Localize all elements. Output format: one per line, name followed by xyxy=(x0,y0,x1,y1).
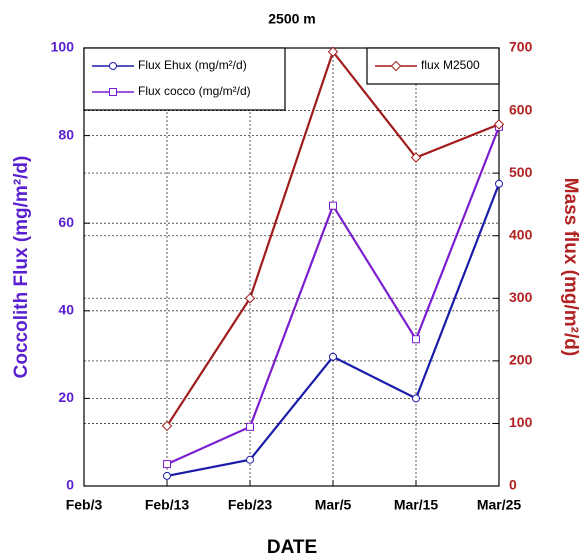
data-point xyxy=(493,119,505,130)
plot-frame xyxy=(83,47,500,487)
x-tick-label: Feb/13 xyxy=(145,497,190,513)
y2-tick-label: 700 xyxy=(509,39,533,55)
x-tick-label: Mar/5 xyxy=(315,497,352,513)
legend-label: flux M2500 xyxy=(421,58,480,72)
x-tick-label: Mar/25 xyxy=(477,497,522,513)
y-axis-label: Coccolith Flux (mg/m²/d) xyxy=(11,156,32,379)
x-tick-label: Feb/3 xyxy=(66,497,103,513)
y2-axis-label: Mass flux (mg/m²/d) xyxy=(560,178,581,356)
y2-tick-label: 600 xyxy=(509,101,533,117)
data-point xyxy=(246,422,254,431)
data-point xyxy=(163,460,171,469)
y2-tick-label: 200 xyxy=(509,352,533,368)
chart-title: 2500 m xyxy=(268,11,315,27)
legend-marker xyxy=(109,62,117,70)
legend-label: Flux cocco (mg/m²/d) xyxy=(138,84,251,98)
data-point xyxy=(246,455,254,464)
y-tick-label: 80 xyxy=(58,126,74,142)
x-tick-label: Mar/15 xyxy=(394,497,439,513)
legend-marker xyxy=(390,60,402,72)
y2-tick-label: 400 xyxy=(509,226,533,242)
legend-marker xyxy=(109,88,117,96)
y2-tick-label: 300 xyxy=(509,289,533,305)
x-axis-label: DATE xyxy=(267,537,317,558)
y-tick-label: 100 xyxy=(51,39,75,55)
data-point xyxy=(161,420,173,432)
y2-tick-label: 0 xyxy=(509,477,517,493)
data-point xyxy=(163,471,171,480)
data-point xyxy=(495,179,503,188)
y-tick-label: 40 xyxy=(58,302,74,318)
y-tick-label: 0 xyxy=(66,477,74,493)
data-point xyxy=(244,293,256,304)
legend-box xyxy=(83,47,286,111)
legend-label: Flux Ehux (mg/m²/d) xyxy=(138,58,247,72)
y-tick-label: 20 xyxy=(58,389,74,405)
x-tick-label: Feb/23 xyxy=(228,497,273,513)
y2-tick-label: 500 xyxy=(509,164,533,180)
legend: Flux Ehux (mg/m²/d) Flux cocco (mg/m²/d) xyxy=(83,47,286,111)
data-point xyxy=(329,201,337,210)
y2-tick-label: 100 xyxy=(509,414,533,430)
data-point xyxy=(329,352,337,361)
data-point xyxy=(412,394,420,403)
data-point xyxy=(410,152,422,163)
data-point xyxy=(412,335,420,344)
legend: flux M2500 xyxy=(366,47,500,85)
data-point xyxy=(327,46,339,57)
y-tick-label: 60 xyxy=(58,214,74,230)
